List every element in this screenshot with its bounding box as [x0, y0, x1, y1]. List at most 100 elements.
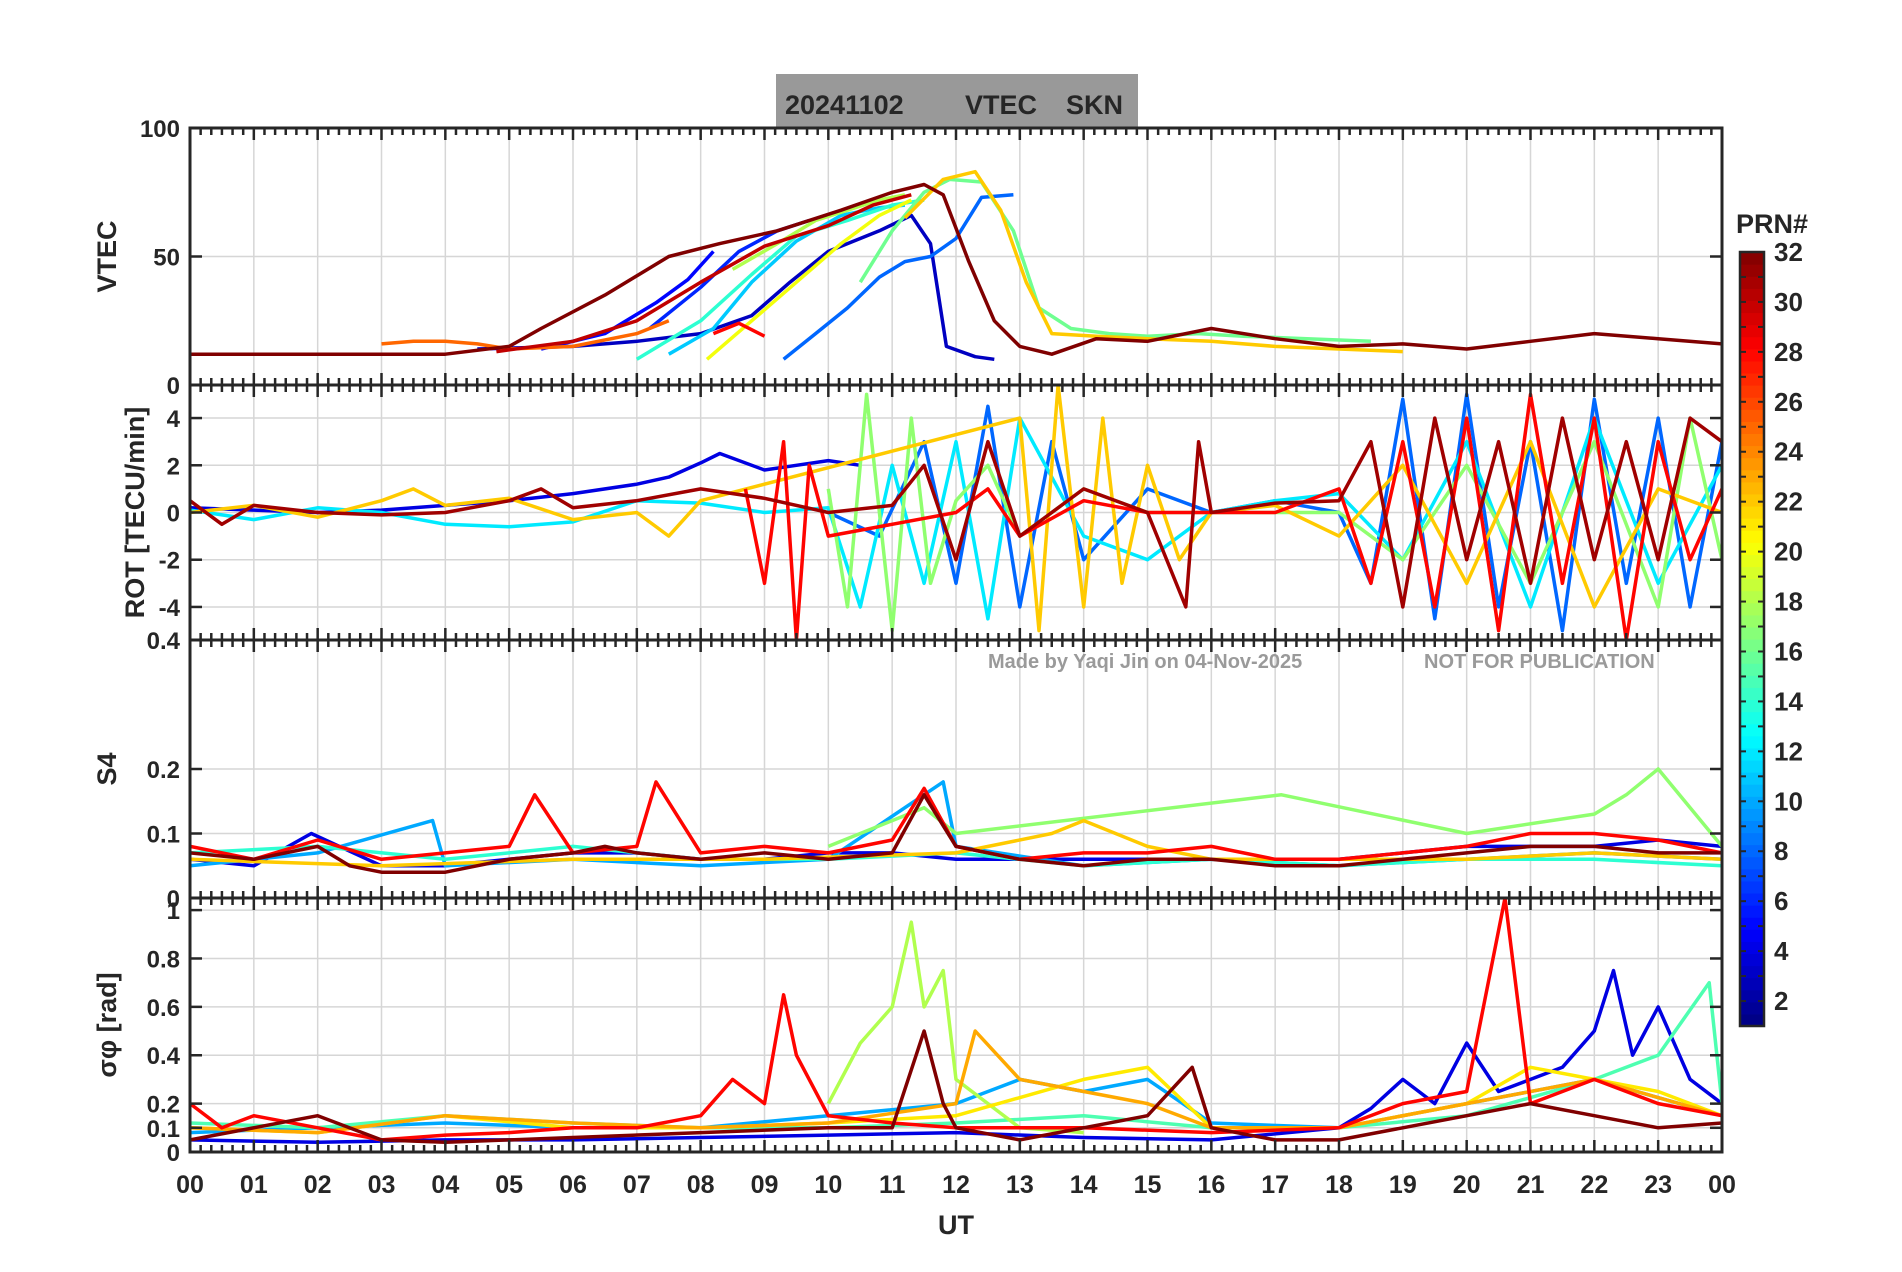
y-tick-label: 100 [140, 116, 180, 143]
colorbar-tick-label: 22 [1774, 487, 1803, 517]
y-tick-label: 0.2 [147, 1092, 180, 1119]
colorbar-tick-label: 6 [1774, 886, 1788, 916]
colorbar-segment [1740, 759, 1764, 773]
series-prn-22 [190, 818, 1722, 868]
colorbar-tick-label: 10 [1774, 786, 1803, 816]
colorbar-segment [1740, 892, 1764, 906]
colorbar-segment [1740, 505, 1764, 519]
title-parameter: VTEC [965, 90, 1037, 120]
x-tick-label: 18 [1325, 1171, 1353, 1199]
colorbar-segment [1740, 772, 1764, 785]
series-prn-22 [190, 385, 1722, 633]
colorbar-segment [1740, 1001, 1764, 1015]
x-tick-label: 00 [1708, 1171, 1736, 1199]
series-prn-21 [190, 1065, 1722, 1135]
series-prn-6 [648, 218, 810, 330]
colorbar-segment [1740, 614, 1764, 628]
x-tick-label: 08 [687, 1171, 715, 1199]
series-prn-3 [477, 213, 995, 362]
x-tick-label: 16 [1197, 1171, 1225, 1199]
y-tick-label: 0.4 [147, 1043, 181, 1070]
series-prn-18 [826, 920, 1084, 1135]
series-prn-32 [190, 793, 1722, 874]
colorbar-segment [1740, 929, 1764, 942]
x-tick-label: 07 [623, 1171, 651, 1199]
x-axis: 00 01 02 03 04 05 06 07 08 09 10 11 12 13 14 15 16 17 18 19… [176, 1171, 1736, 1240]
colorbar-segment [1740, 264, 1764, 277]
colorbar-segment [1740, 578, 1764, 592]
x-tick-label: 03 [368, 1171, 396, 1199]
y-tick-label: 0.6 [147, 995, 180, 1022]
colorbar-segment [1740, 808, 1764, 822]
x-tick-label: 06 [559, 1171, 587, 1199]
colorbar-segment [1740, 300, 1764, 314]
colorbar-segment [1740, 868, 1764, 882]
colorbar-segment [1740, 687, 1764, 701]
series-group [190, 385, 1722, 640]
colorbar-segment [1740, 530, 1764, 543]
colorbar-segment [1740, 663, 1764, 676]
x-tick-label: 14 [1070, 1171, 1098, 1199]
x-tick-label: 19 [1389, 1171, 1417, 1199]
colorbar-frame [1738, 250, 1766, 1028]
series-prn-23 [190, 1029, 1722, 1135]
watermark-credit: Made by Yaqi Jin on 04-Nov-2025 [988, 651, 1302, 673]
panel-rot: -4 -2 0 2 4 ROT [TECU/min] [120, 383, 1724, 642]
colorbar-segment [1740, 953, 1764, 967]
y-tick-label: 0 [167, 373, 180, 400]
watermark-notice: NOT FOR PUBLICATION [1424, 651, 1655, 673]
y-tick-label: 2 [167, 453, 180, 480]
y-tick-label: 0 [167, 886, 180, 913]
colorbar-segment [1740, 735, 1764, 749]
colorbar-segment [1740, 518, 1764, 531]
x-tick-label: 02 [304, 1171, 332, 1199]
colorbar-segment [1740, 554, 1764, 568]
x-tick-label: 00 [176, 1171, 204, 1199]
colorbar-segment [1740, 905, 1764, 918]
y-tick-label: 0.2 [147, 757, 180, 784]
colorbar-segment [1740, 457, 1764, 471]
colorbar-segment [1740, 385, 1764, 398]
x-tick-label: 01 [240, 1171, 268, 1199]
series-group [190, 169, 1722, 362]
y-tick-label: 1 [167, 898, 180, 925]
colorbar-segment [1740, 590, 1764, 604]
colorbar-segment [1740, 288, 1764, 301]
series-prn-18 [731, 193, 906, 271]
y-tick-label: 4 [167, 406, 181, 433]
x-tick-label: 11 [879, 1171, 906, 1199]
colorbar-segment [1740, 445, 1764, 459]
colorbar-segment [1740, 989, 1764, 1003]
colorbar-segment [1740, 312, 1764, 326]
colorbar-segment [1740, 360, 1764, 374]
panel-s4: 0 0.1 0.2 0.4 S4 [92, 628, 1724, 913]
y-tick-label: 0.4 [147, 628, 181, 655]
colorbar-segment [1740, 832, 1764, 846]
series-prn-32 [190, 1029, 1722, 1145]
x-axis-label: UT [938, 1210, 974, 1240]
colorbar-tick-label: 20 [1774, 537, 1803, 567]
colorbar-tick-label: 18 [1774, 587, 1803, 617]
title-station: SKN [1066, 90, 1123, 120]
y-tick-label: 50 [153, 245, 180, 272]
colorbar-segment [1740, 336, 1764, 350]
series-prn-16 [858, 177, 1371, 344]
colorbar-segment [1740, 639, 1764, 652]
colorbar-tick-label: 24 [1774, 437, 1803, 467]
series-group [190, 767, 1722, 874]
colorbar-segment [1740, 941, 1764, 955]
colorbar-segment [1740, 1013, 1764, 1027]
title-banner [776, 74, 1138, 128]
series-prn-28 [712, 321, 766, 338]
colorbar-segment [1740, 276, 1764, 289]
colorbar-segment [1740, 711, 1764, 725]
colorbar-segment [1740, 252, 1764, 265]
y-tick-label: 0.1 [147, 822, 180, 849]
series-group [190, 898, 1722, 1145]
x-tick-label: 05 [495, 1171, 523, 1199]
x-tick-label: 17 [1261, 1171, 1289, 1199]
colorbar-segment [1740, 481, 1764, 495]
series-prn-25 [381, 319, 670, 351]
